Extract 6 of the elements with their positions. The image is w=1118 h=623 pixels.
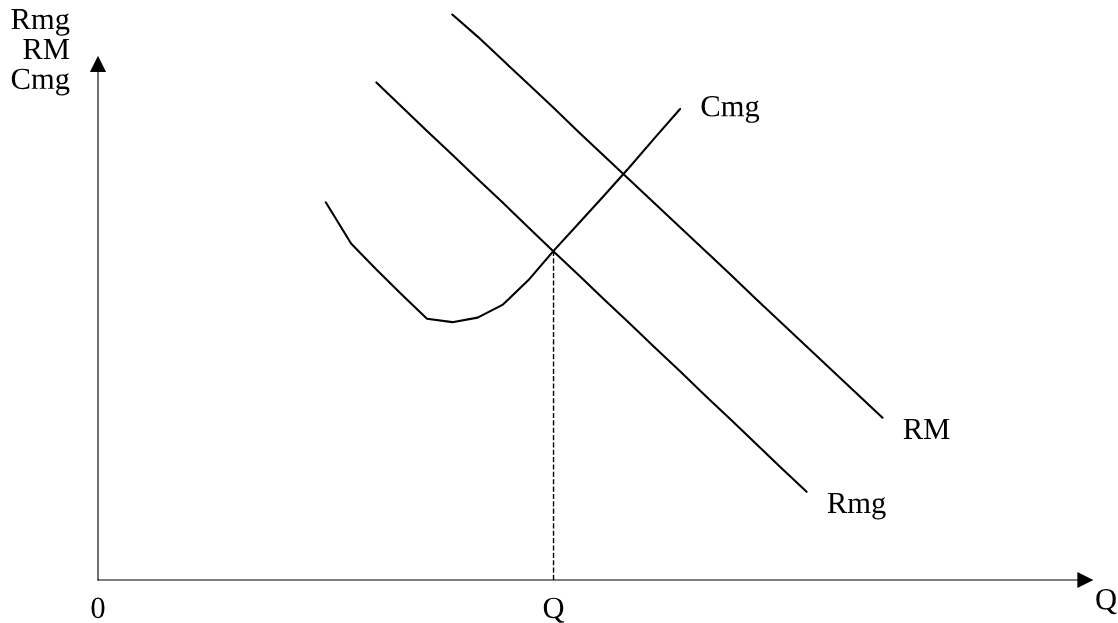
legend-label: Cmg [11, 68, 70, 96]
series-label: RM [903, 418, 950, 439]
x-tick-label: 0 [91, 597, 105, 619]
series-label: Rmg [827, 492, 886, 520]
text: Rmg RM [11, 9, 70, 60]
text: Cmg [701, 96, 760, 123]
